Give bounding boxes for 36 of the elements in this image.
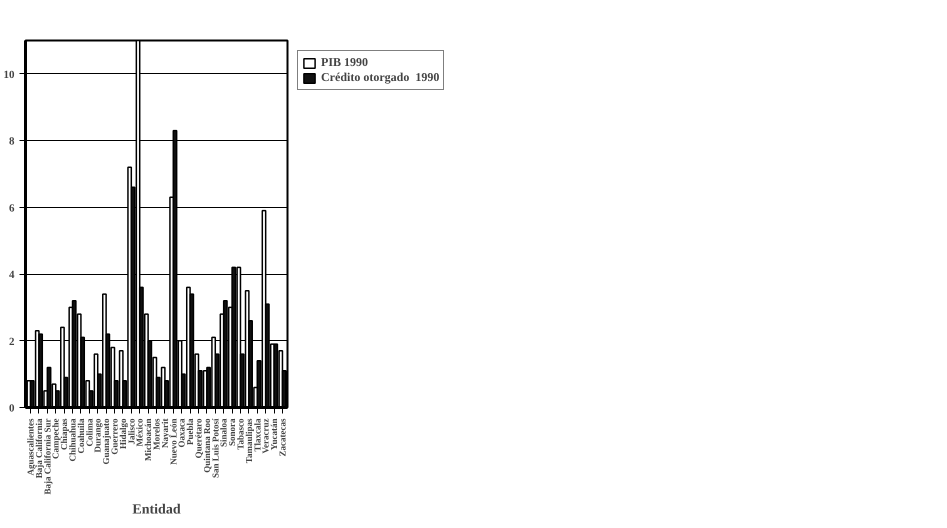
x-tick-label: Tabasco	[235, 418, 246, 450]
x-tick-label: Chihuahua	[68, 418, 78, 462]
x-tick-label: Sonora	[227, 418, 238, 446]
y-tick-label: 0	[9, 402, 15, 414]
x-tick-label: Tamaulipas	[244, 418, 254, 464]
x-tick-label: Campeche	[50, 418, 61, 459]
x-tick-label: Coahuila	[76, 418, 86, 454]
x-tick-label: Durango	[92, 418, 103, 453]
x-axis-title: Entidad	[132, 502, 181, 518]
y-tick-label: 8	[9, 136, 15, 148]
x-tick-label: Guanajuato	[101, 418, 112, 465]
x-tick-label: Nuevo León	[168, 418, 178, 465]
x-tick-label: San Luis Potosí	[210, 418, 220, 478]
x-tick-label: Oaxaca	[176, 418, 187, 448]
x-tick-label: México	[134, 418, 145, 446]
x-tick-label: Guerrero	[110, 418, 120, 455]
x-tick-label: Hidalgo	[118, 418, 128, 450]
x-tick-label: Aguascalientes	[26, 418, 36, 476]
x-tick-label: Querétaro	[193, 418, 204, 458]
x-tick-label: Sinaloa	[218, 418, 229, 448]
x-tick-label: Nayarit	[160, 418, 170, 448]
x-tick-label: Veracruz	[260, 418, 271, 454]
x-tick-label: Zacatecas	[277, 418, 288, 456]
x-tick-label: Chiapas	[59, 418, 70, 450]
legend-label: PIB 1990	[321, 55, 368, 70]
x-tick-label: Michoacán	[143, 418, 154, 461]
x-tick-label: Yucatán	[269, 418, 280, 450]
legend-label: Crédito otorgado 1990	[321, 70, 440, 85]
y-tick-label: 2	[9, 336, 15, 348]
x-tick-label: Puebla	[185, 418, 196, 446]
x-tick-label: Quintana Roo	[202, 418, 212, 473]
y-tick-label: 10	[4, 68, 15, 81]
x-tick-label: Colima	[84, 418, 94, 446]
x-tick-label: Morelos	[152, 418, 162, 450]
y-tick-label: 6	[9, 202, 15, 214]
y-tick-label: 4	[9, 269, 15, 282]
